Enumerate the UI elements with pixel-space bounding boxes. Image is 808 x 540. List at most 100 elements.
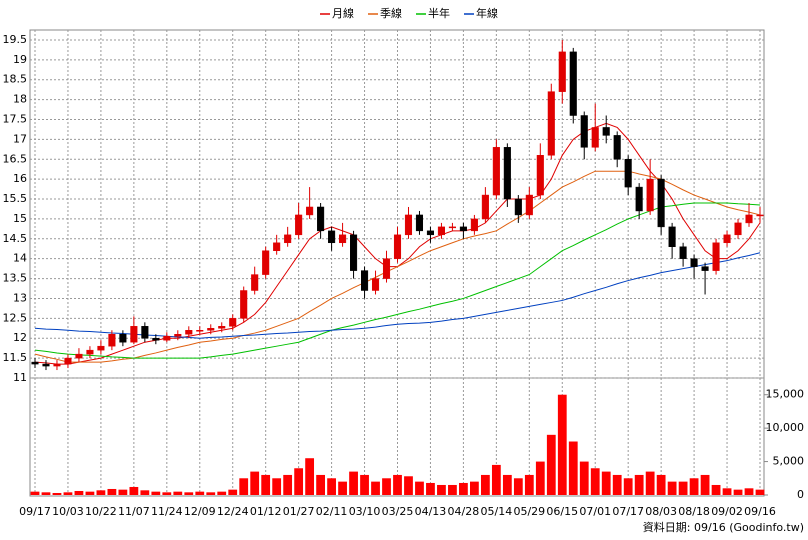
- x-tick-label: 03/10: [349, 505, 381, 518]
- y2-tick-label: 10,000: [766, 421, 805, 434]
- x-tick-label: 11/24: [151, 505, 183, 518]
- candle-body: [306, 206, 314, 216]
- y-tick-label: 18.5: [3, 73, 28, 86]
- candle-body: [492, 147, 500, 196]
- candle-body: [361, 270, 369, 291]
- candle-body: [262, 250, 270, 275]
- x-tick-label: 06/15: [546, 505, 578, 518]
- volume-bar: [513, 478, 523, 495]
- candle-body: [525, 194, 533, 216]
- y-tick-label: 13.5: [3, 272, 28, 285]
- y-tick-label: 11.5: [3, 351, 28, 364]
- x-tick-label: 12/09: [184, 505, 216, 518]
- y-tick-label: 18: [13, 93, 27, 106]
- candle-body: [382, 258, 391, 279]
- candle-body: [415, 214, 424, 232]
- candle-body: [679, 246, 687, 259]
- candle-body: [317, 206, 325, 232]
- candle-body: [591, 127, 599, 148]
- volume-bar: [557, 394, 567, 495]
- volume-bar: [316, 474, 325, 495]
- x-tick-label: 05/29: [513, 505, 545, 518]
- candle-body: [756, 214, 764, 217]
- x-tick-label: 09/16: [744, 505, 776, 518]
- candle-body: [569, 51, 577, 116]
- volume-bar: [338, 481, 347, 495]
- x-tick-label: 02/11: [316, 505, 348, 518]
- x-tick-label: 07/01: [579, 505, 611, 518]
- candle-body: [31, 361, 39, 365]
- candle-body: [404, 214, 413, 236]
- candle-body: [514, 198, 522, 216]
- x-tick-label: 10/03: [52, 505, 84, 518]
- volume-bar: [85, 491, 95, 495]
- candle-body: [558, 51, 566, 92]
- candle-body: [273, 242, 281, 251]
- ma-line: [34, 170, 761, 363]
- volume-bar: [415, 481, 424, 495]
- x-tick-label: 09/17: [19, 505, 51, 518]
- volume-bar: [41, 492, 51, 495]
- candle-body: [712, 242, 720, 271]
- volume-bar: [711, 484, 721, 495]
- volume-bar: [678, 481, 688, 495]
- candle-body: [437, 226, 445, 236]
- x-tick-label: 08/18: [678, 505, 710, 518]
- y-tick-label: 15.5: [3, 192, 28, 205]
- volume-bar: [744, 488, 754, 495]
- volume-bar: [645, 471, 655, 495]
- volume-bar: [480, 474, 490, 495]
- volume-bar: [437, 484, 446, 495]
- candle-body: [547, 91, 555, 156]
- x-tick-label: 07/17: [612, 505, 644, 518]
- candle-body: [119, 334, 127, 343]
- x-tick-label: 01/27: [283, 505, 315, 518]
- candle-body: [701, 266, 709, 271]
- volume-bar: [184, 492, 194, 495]
- volume-bar: [755, 489, 765, 495]
- candle-body: [196, 330, 204, 332]
- y-tick-label: 11: [13, 371, 27, 384]
- y-tick-label: 12.5: [3, 311, 28, 324]
- volume-bar: [535, 461, 545, 495]
- legend-label: 半年: [428, 6, 450, 20]
- volume-bar: [568, 441, 578, 495]
- volume-bar: [294, 468, 304, 495]
- volume-bar: [96, 490, 106, 495]
- candle-body: [218, 326, 226, 329]
- candle-body: [470, 218, 478, 232]
- volume-bar: [502, 474, 512, 495]
- candle-body: [152, 337, 160, 341]
- legend-label: 年線: [476, 6, 498, 20]
- volume-bar: [173, 491, 183, 495]
- volume-bar: [667, 481, 677, 495]
- volume-bar: [52, 492, 62, 495]
- x-tick-label: 08/03: [645, 505, 677, 518]
- volume-bar: [107, 488, 117, 495]
- candle-body: [448, 226, 456, 229]
- volume-bar: [261, 474, 271, 495]
- y-tick-label: 17: [13, 132, 27, 145]
- candle-body: [350, 234, 358, 271]
- candle-body: [86, 349, 94, 355]
- y2-tick-label: 15,000: [766, 388, 805, 401]
- volume-bar: [689, 478, 699, 495]
- legend-label: 月線: [332, 6, 354, 20]
- candle-body: [668, 226, 676, 248]
- candle-body: [328, 230, 336, 244]
- volume-bar: [491, 464, 501, 495]
- candle-body: [481, 194, 489, 220]
- volume-bar: [722, 488, 732, 495]
- y-tick-label: 16: [13, 172, 27, 185]
- volume-bar: [733, 489, 743, 495]
- y2-tick-label: 5,000: [773, 455, 805, 468]
- candle-body: [624, 159, 632, 188]
- volume-bar: [470, 481, 479, 495]
- x-tick-label: 05/14: [481, 505, 513, 518]
- candle-body: [207, 328, 215, 331]
- candle-body: [64, 357, 72, 365]
- candle-body: [635, 186, 643, 212]
- candle-body: [745, 214, 753, 224]
- x-tick-label: 01/12: [250, 505, 282, 518]
- volume-bar: [349, 471, 358, 495]
